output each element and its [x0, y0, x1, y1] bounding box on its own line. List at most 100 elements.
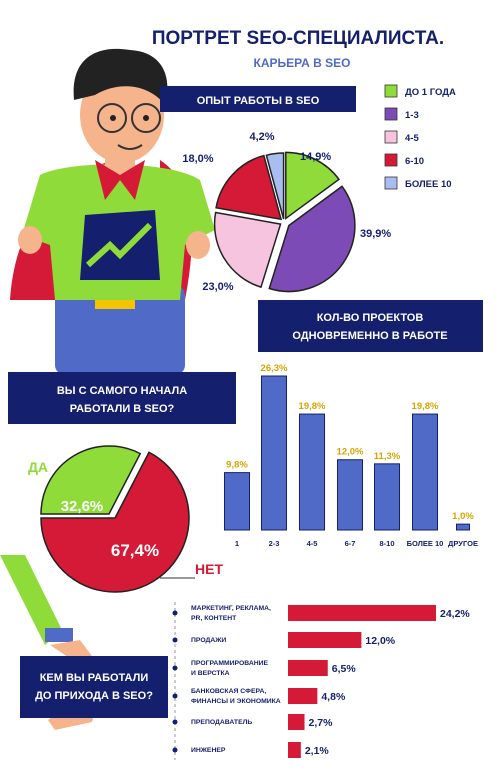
experience-legend-swatch: [384, 153, 398, 167]
glasses-left: [97, 103, 127, 133]
projects-category-label: 1: [235, 539, 239, 548]
projects-category-label: 4-5: [307, 539, 318, 548]
jobs-category-label-line: И ВЕРСТКА: [191, 670, 230, 677]
jobs-value-label: 2,1%: [305, 745, 330, 757]
hair: [73, 48, 168, 105]
start-title-box: [8, 372, 236, 424]
projects-value-label: 19,8%: [299, 401, 326, 412]
page-title: ПОРТРЕТ SEO-СПЕЦИАЛИСТА.: [152, 28, 444, 49]
start-title-line1: ВЫ С САМОГО НАЧАЛА: [57, 385, 187, 397]
experience-slice-item-4: [265, 152, 285, 220]
experience-slice-item-2: [213, 211, 282, 289]
glasses-right: [131, 103, 161, 133]
experience-value-label: 14,9%: [300, 151, 331, 163]
experience-value-label: 23,0%: [202, 281, 233, 293]
pants: [55, 285, 185, 375]
experience-value-label: 18,0%: [182, 153, 213, 165]
jobs-category-label-line: БАНКОВСКАЯ СФЕРА,: [191, 688, 266, 695]
projects-title-line2: ОДНОВРЕМЕННО В РАБОТЕ: [292, 330, 447, 342]
experience-legend: ДО 1 ГОДА 1-3 4-5 6-10 БОЛЕЕ 10: [384, 84, 456, 190]
projects-bar: [299, 413, 325, 531]
eye-left: [110, 115, 116, 121]
jobs-category-label-line: МАРКЕТИНГ, РЕКЛАМА,: [191, 605, 271, 612]
projects-category-label: 2-3: [269, 539, 280, 548]
start-pie: 32,6% 67,4% ДА НЕТ: [28, 445, 223, 593]
experience-slice-item-0: [285, 151, 341, 220]
experience-legend-label: 4-5: [405, 133, 419, 144]
jobs-marker-dot: [172, 747, 178, 753]
projects-bar-chart: 9,8% 1 26,3% 2-3 19,8% 4-5 12,0% 6-7 11,3% 8-10 19…: [224, 363, 478, 548]
neckerchief: [95, 160, 145, 200]
jobs-bar: [288, 632, 362, 648]
projects-bar: [224, 472, 250, 531]
jobs-value-label: 2,7%: [309, 717, 334, 729]
projects-bar: [337, 459, 363, 531]
jobs-category-label-line: ПРОДАЖИ: [191, 637, 226, 644]
right-hand: [186, 231, 210, 259]
projects-bar: [374, 463, 400, 531]
experience-title-box: [160, 86, 356, 112]
start-title-line2: РАБОТАЛИ В SEO?: [70, 403, 175, 415]
experience-slice-item-1: [268, 185, 356, 293]
experience-pie: 14,9% 39,9% 23,0% 18,0% 4,2%: [182, 131, 391, 293]
experience-legend-swatch: [384, 130, 398, 144]
start-category-yes: ДА: [28, 459, 48, 475]
projects-value-label: 12,0%: [337, 447, 364, 458]
jobs-category-label: БАНКОВСКАЯ СФЕРА, ФИНАНСЫ И ЭКОНОМИКА: [191, 688, 281, 705]
jobs-marker-dot: [172, 693, 178, 699]
jobs-value-label: 6,5%: [332, 663, 357, 675]
experience-legend-label: 6-10: [405, 156, 424, 167]
projects-category-label: 6-7: [345, 539, 356, 548]
jobs-category-label: ПРОДАЖИ: [191, 637, 226, 644]
projects-bar: [412, 413, 438, 531]
jobs-category-label: МАРКЕТИНГ, РЕКЛАМА, PR, КОНТЕНТ: [191, 605, 271, 622]
projects-title-line1: КОЛ-ВО ПРОЕКТОВ: [317, 312, 424, 324]
jobs-marker-dot: [172, 637, 178, 643]
jobs-category-label-line: ПРЕПОДАВАТЕЛЬ: [191, 719, 252, 726]
jobs-value-label: 4,8%: [321, 691, 346, 703]
start-slice-no: [40, 451, 190, 593]
experience-legend-swatch: [384, 107, 398, 121]
mouth: [117, 144, 143, 150]
jobs-category-label: ПРОГРАММИРОВАНИЕ И ВЕРСТКА: [191, 660, 269, 677]
experience-legend-label: БОЛЕЕ 10: [405, 179, 452, 190]
experience-legend-swatch: [384, 176, 398, 190]
start-value-no: 67,4%: [111, 541, 159, 560]
experience-legend-label: ДО 1 ГОДА: [405, 87, 456, 98]
jobs-bar-chart: 24,2% МАРКЕТИНГ, РЕКЛАМА, PR, КОНТЕНТ 12,0%…: [172, 605, 470, 758]
projects-value-label: 11,3%: [374, 451, 401, 462]
projects-bar: [261, 375, 287, 531]
jobs-category-label-line: ИНЖЕНЕР: [191, 747, 226, 754]
experience-legend-label: 1-3: [405, 110, 419, 121]
superhero-illustration: [10, 48, 215, 375]
projects-value-label: 1,0%: [452, 511, 474, 522]
jobs-bar: [288, 714, 305, 730]
jobs-bar: [288, 742, 301, 758]
jobs-category-label-line: ФИНАНСЫ И ЭКОНОМИКА: [191, 698, 281, 705]
experience-legend-swatch: [384, 84, 398, 98]
jobs-bar: [288, 688, 318, 704]
emblem-graph-icon: [85, 222, 153, 268]
jobs-category-label-line: PR, КОНТЕНТ: [191, 615, 237, 622]
jobs-category-label: ИНЖЕНЕР: [191, 747, 226, 754]
jobs-title-box: [20, 656, 168, 718]
eye-right: [143, 115, 149, 121]
jobs-value-label: 12,0%: [365, 635, 395, 647]
jobs-marker-dot: [172, 665, 178, 671]
jobs-title-line1: КЕМ ВЫ РАБОТАЛИ: [40, 672, 149, 684]
jobs-category-label-line: ПРОГРАММИРОВАНИЕ: [191, 660, 269, 667]
projects-bar: [456, 523, 470, 531]
jobs-category-label: ПРЕПОДАВАТЕЛЬ: [191, 719, 252, 726]
page-subtitle: КАРЬЕРА В SEO: [254, 56, 351, 70]
projects-title-box: [258, 300, 483, 352]
experience-value-label: 39,9%: [360, 228, 391, 240]
experience-value-label: 4,2%: [249, 131, 274, 143]
projects-category-label: 8-10: [379, 539, 394, 548]
chest-emblem: [80, 210, 160, 280]
start-category-no: НЕТ: [195, 561, 223, 577]
projects-value-label: 26,3%: [261, 363, 288, 374]
projects-category-label: БОЛЕЕ 10: [407, 539, 444, 548]
arm-sleeve: [0, 555, 62, 645]
